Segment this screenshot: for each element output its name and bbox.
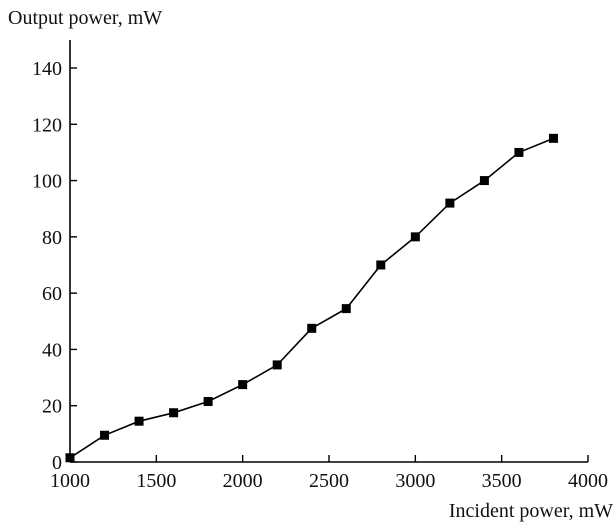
data-point (445, 198, 455, 208)
data-point (134, 416, 144, 426)
data-point (307, 323, 317, 333)
y-tick-label: 40 (42, 339, 62, 361)
data-point (479, 176, 489, 186)
data-point (272, 360, 282, 370)
data-point (238, 380, 248, 390)
data-point (410, 232, 420, 242)
plot-area (65, 133, 558, 463)
y-tick-label: 100 (32, 171, 62, 193)
y-tick-label: 60 (42, 283, 62, 305)
x-tick-label: 2000 (223, 470, 263, 492)
x-tick-label: 3500 (482, 470, 522, 492)
data-point (203, 396, 213, 406)
data-point (169, 408, 179, 418)
y-tick-label: 80 (42, 227, 62, 249)
y-axis-label: Output power, mW (8, 7, 162, 29)
data-point (514, 147, 524, 157)
y-tick-label: 120 (32, 114, 62, 136)
axes: 0 20 40 60 80 100 120 140 1000 1500 2000 2500 3000 35… (32, 40, 608, 492)
y-tick-label: 140 (32, 58, 62, 80)
y-tick-label: 0 (52, 452, 62, 474)
data-point (548, 133, 558, 143)
x-tick-label: 1000 (50, 470, 90, 492)
x-tick-label: 1500 (136, 470, 176, 492)
data-point (100, 430, 110, 440)
x-axis-label: Incident power, mW (449, 500, 613, 522)
data-point (341, 304, 351, 314)
series-line (69, 137, 554, 459)
data-point (65, 453, 75, 463)
data-point (376, 260, 386, 270)
x-tick-label: 2500 (309, 470, 349, 492)
x-tick-label: 3000 (395, 470, 435, 492)
x-tick-label: 4000 (568, 470, 608, 492)
y-tick-label: 20 (42, 396, 62, 418)
